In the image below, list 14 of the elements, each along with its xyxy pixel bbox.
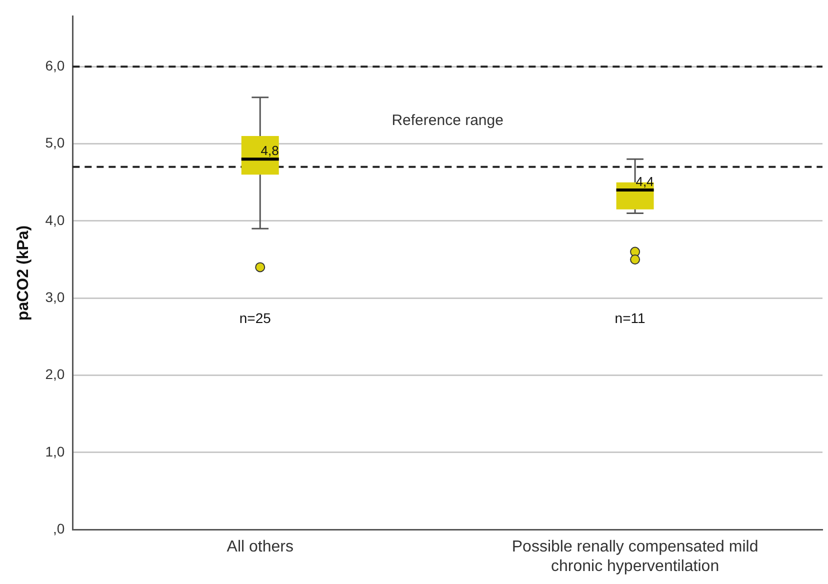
y-tick-label: 3,0 (45, 288, 65, 305)
annotation: n=25 (239, 310, 272, 326)
x-tick-label: Possible renally compensated mild chronic hyperventilation (512, 538, 758, 575)
y-tick-label: 1,0 (45, 443, 65, 460)
y-tick-label: 2,0 (45, 366, 65, 382)
y-tick-label: ,0 (52, 520, 65, 536)
annotation: Reference range (392, 112, 504, 129)
y-tick-label: 6,0 (45, 57, 65, 74)
y-axis-title: paCO2 (kPa) (15, 225, 32, 321)
y-tick-label: 5,0 (45, 134, 65, 151)
x-tick-label: All others (226, 538, 294, 556)
annotation: n=11 (614, 310, 646, 326)
y-tick-label: 4,0 (45, 212, 65, 228)
annotation: 4,8 (260, 143, 279, 158)
